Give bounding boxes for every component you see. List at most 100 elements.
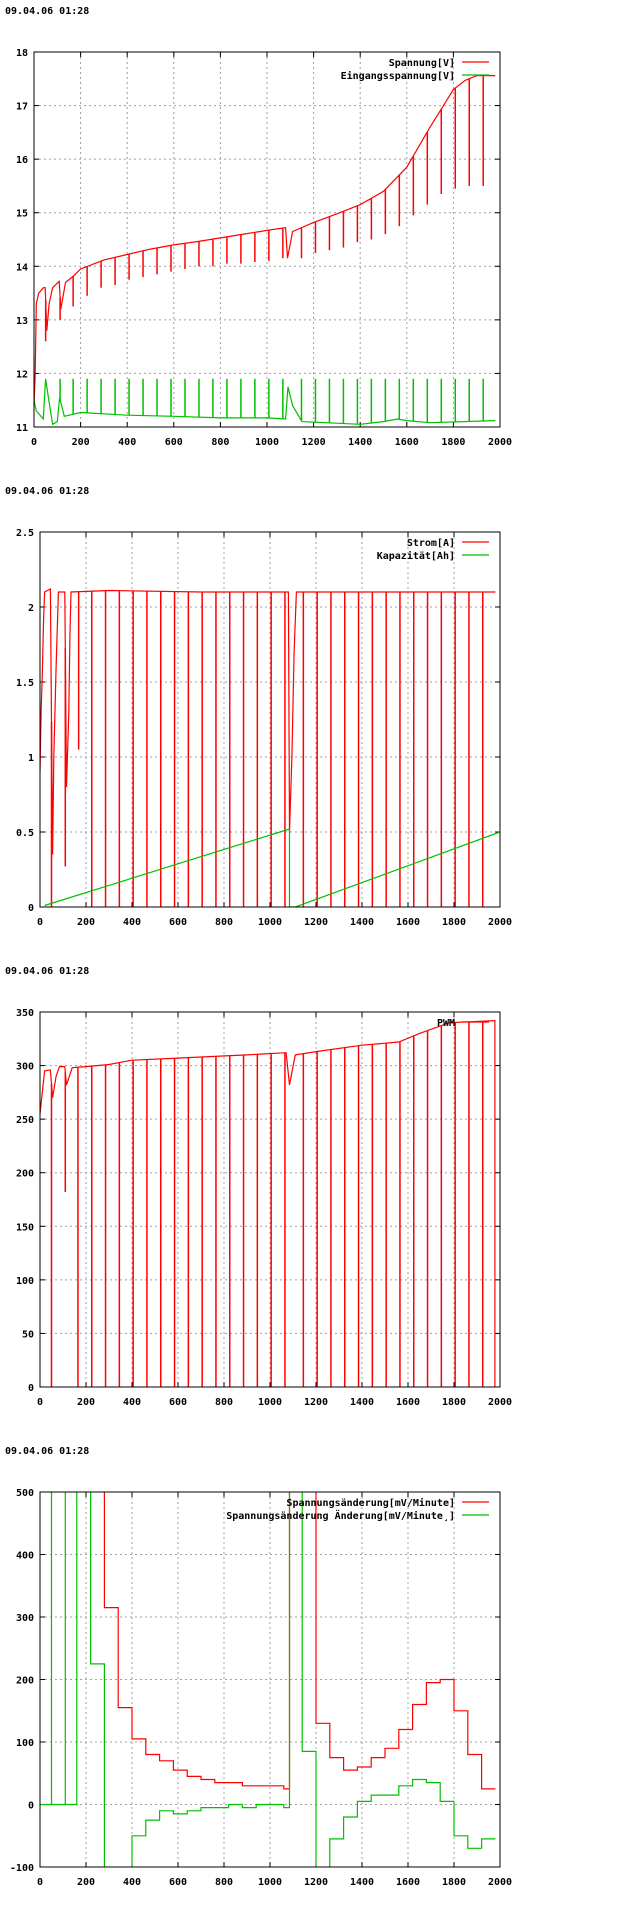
x-tick-label: 400 [123, 917, 141, 928]
x-tick-label: 1800 [442, 1877, 466, 1888]
y-tick-label: 18 [16, 48, 28, 59]
legend-label: Spannung[V] [389, 58, 455, 69]
x-tick-label: 200 [77, 1877, 95, 1888]
chart-panel-current: 09.04.06 01:28 0 200 400 600 800 1000 1200 1400… [0, 480, 640, 960]
chart-voltage: 0 200 400 600 800 1000 1200 1400 1600 1800 2000 11 1… [16, 48, 512, 448]
y-tick-label: 250 [16, 1115, 34, 1126]
x-tick-label: 1000 [258, 1397, 282, 1408]
x-tick-label: 1600 [396, 1397, 420, 1408]
legend-label: Spannungsänderung[mV/Minute] [286, 1497, 455, 1509]
series-line-1 [34, 378, 496, 426]
y-tick-label: 100 [16, 1276, 34, 1287]
x-tick-label: 1800 [441, 437, 465, 448]
x-tick-label: 800 [215, 917, 233, 928]
y-tick-label: 14 [16, 262, 28, 273]
x-tick-label: 200 [77, 1397, 95, 1408]
y-tick-label: -100 [10, 1863, 34, 1874]
series-line-1 [40, 1492, 496, 1867]
x-tick-label: 800 [211, 437, 229, 448]
x-tick-label: 1800 [442, 917, 466, 928]
plot-area [40, 1492, 496, 1867]
y-tick-label: 50 [22, 1329, 34, 1340]
plot-area [40, 1019, 496, 1387]
timestamp: 09.04.06 01:28 [5, 486, 90, 497]
x-tick-label: 800 [215, 1877, 233, 1888]
x-tick-label: 200 [77, 917, 95, 928]
chart-voltage-change: 0 200 400 600 800 1000 1200 1400 1600 1800 2000 -10… [10, 1488, 512, 1888]
y-tick-label: 0 [28, 903, 34, 914]
x-tick-label: 1800 [442, 1397, 466, 1408]
x-tick-label: 600 [169, 1877, 187, 1888]
x-tick-label: 1400 [350, 1397, 374, 1408]
x-tick-label: 1600 [396, 1877, 420, 1888]
y-tick-label: 12 [16, 369, 28, 380]
y-tick-label: 200 [16, 1676, 34, 1687]
y-tick-label: 17 [16, 102, 28, 113]
x-tick-label: 1200 [304, 1397, 328, 1408]
x-tick-label: 1600 [395, 437, 419, 448]
y-tick-label: 100 [16, 1738, 34, 1749]
y-tick-label: 350 [16, 1008, 34, 1019]
y-tick-label: 0.5 [16, 828, 34, 839]
timestamp: 09.04.06 01:28 [5, 1446, 90, 1457]
x-tick-label: 0 [37, 917, 43, 928]
chart-current: 0 200 400 600 800 1000 1200 1400 1600 1800 2000 0 0.… [16, 528, 512, 928]
timestamp: 09.04.06 01:28 [5, 966, 90, 977]
y-tick-label: 13 [16, 316, 28, 327]
series-line-0 [34, 74, 496, 406]
x-tick-label: 400 [123, 1397, 141, 1408]
x-tick-label: 2000 [488, 1877, 512, 1888]
chart-pwm: 0 200 400 600 800 1000 1200 1400 1600 1800 2000 0 50… [16, 1008, 512, 1408]
y-tick-label: 1.5 [16, 678, 34, 689]
y-tick-label: 0 [28, 1383, 34, 1394]
y-tick-label: 1 [28, 753, 34, 764]
series-line-1 [44, 828, 500, 907]
x-tick-label: 1200 [304, 917, 328, 928]
y-tick-label: 0 [28, 1801, 34, 1812]
y-tick-label: 400 [16, 1551, 34, 1562]
x-tick-label: 800 [215, 1397, 233, 1408]
x-tick-label: 400 [123, 1877, 141, 1888]
x-tick-label: 1200 [304, 1877, 328, 1888]
series-line-0 [40, 588, 496, 855]
x-tick-label: 2000 [488, 917, 512, 928]
x-tick-label: 200 [72, 437, 90, 448]
x-tick-label: 2000 [488, 437, 512, 448]
y-tick-label: 300 [16, 1062, 34, 1073]
legend-label: Strom[A] [407, 538, 455, 549]
x-tick-label: 0 [37, 1397, 43, 1408]
legend-label: Spannungsänderung Änderung[mV/Minute¸] [226, 1508, 455, 1522]
timestamp: 09.04.06 01:28 [5, 6, 90, 17]
x-tick-label: 1000 [258, 917, 282, 928]
plot-area [34, 74, 496, 426]
y-tick-label: 15 [16, 209, 28, 220]
x-tick-label: 1400 [348, 437, 372, 448]
plot-frame [39, 531, 501, 908]
x-tick-label: 600 [169, 917, 187, 928]
series-line-0 [40, 1019, 496, 1387]
x-tick-label: 2000 [488, 1397, 512, 1408]
y-tick-label: 200 [16, 1169, 34, 1180]
plot-frame [33, 51, 501, 428]
y-tick-label: 2.5 [16, 528, 34, 539]
chart-panel-pwm: 09.04.06 01:28 0 200 400 600 800 1000 1200 1400… [0, 960, 640, 1440]
chart-panel-voltage: 09.04.06 01:28 0 200 400 600 800 1000 1200 1400… [0, 0, 640, 480]
x-tick-label: 400 [118, 437, 136, 448]
x-tick-label: 1400 [350, 1877, 374, 1888]
x-tick-label: 0 [31, 437, 37, 448]
y-tick-label: 300 [16, 1613, 34, 1624]
plot-frame [39, 1011, 501, 1388]
x-tick-label: 1000 [255, 437, 279, 448]
y-tick-label: 16 [16, 155, 28, 166]
x-tick-label: 1200 [302, 437, 326, 448]
plot-area [40, 588, 500, 907]
plot-frame [39, 1491, 501, 1868]
y-tick-label: 150 [16, 1222, 34, 1233]
legend-label: Eingangsspannung[V] [341, 70, 455, 82]
y-tick-label: 2 [28, 603, 34, 614]
chart-panel-voltage-change: 09.04.06 01:28 0 200 400 600 800 1000 1200 1400… [0, 1440, 640, 1920]
legend-label: Kapazität[Ah] [377, 550, 455, 562]
x-tick-label: 1000 [258, 1877, 282, 1888]
y-tick-label: 500 [16, 1488, 34, 1499]
x-tick-label: 600 [169, 1397, 187, 1408]
